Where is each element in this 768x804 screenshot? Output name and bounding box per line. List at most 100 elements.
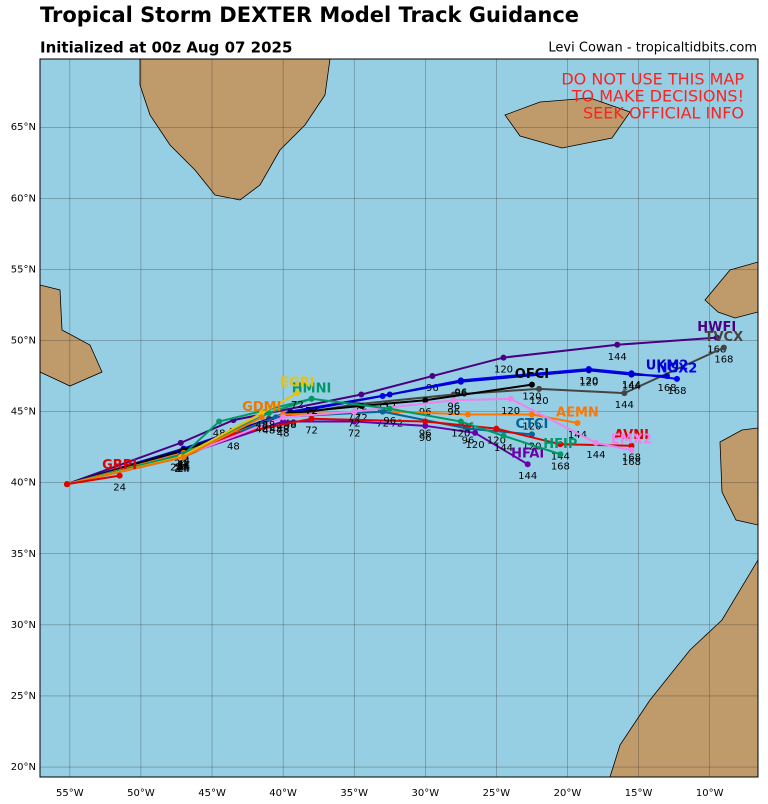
track-point [614, 341, 621, 348]
track-point [116, 472, 123, 479]
x-tick-label: 15°W [625, 788, 653, 799]
track-point [528, 411, 535, 418]
track-point [500, 432, 507, 439]
hour-label: 48 [284, 420, 297, 431]
track-line [66, 474, 120, 486]
track-point [457, 378, 464, 385]
title: Tropical Storm DEXTER Model Track Guidan… [40, 3, 579, 27]
track-point [422, 418, 429, 425]
model-label: HFIP [543, 437, 577, 452]
track-point [621, 390, 628, 397]
track-point [429, 373, 436, 380]
track-point [628, 446, 635, 453]
track-point [280, 414, 287, 421]
hour-label: 24 [174, 463, 187, 474]
hour-label: 120 [466, 440, 485, 451]
hour-label: 24 [177, 461, 190, 472]
y-tick-label: 20°N [11, 762, 36, 773]
track-point [720, 344, 727, 351]
x-tick-label: 30°W [411, 788, 439, 799]
hour-label: 24 [177, 463, 190, 474]
hour-label: 48 [277, 421, 290, 432]
hour-label: 168 [622, 453, 641, 464]
hour-label: 48 [277, 424, 290, 435]
track-point [280, 418, 287, 425]
x-tick-label: 10°W [696, 788, 724, 799]
hour-label: 72 [305, 426, 318, 437]
track-point [664, 373, 671, 380]
y-tick-label: 55°N [11, 264, 36, 275]
credit: Levi Cowan - tropicaltidbits.com [548, 41, 757, 56]
hour-label: 168 [657, 383, 676, 394]
hour-label: 120 [451, 429, 470, 440]
hour-label: 144 [622, 382, 641, 393]
model-label: OFCI [515, 367, 549, 382]
model-label: HFAI [511, 447, 544, 462]
track-point [464, 425, 471, 432]
y-tick-label: 35°N [11, 549, 36, 560]
hour-label: 168 [551, 461, 570, 472]
hour-label: 144 [615, 400, 634, 411]
x-tick-label: 45°W [198, 788, 226, 799]
hour-label: 120 [522, 392, 541, 403]
hour-label: 96 [454, 387, 467, 398]
hour-label: 96 [419, 429, 432, 440]
hour-label: 24 [113, 483, 126, 494]
track-line [66, 397, 561, 486]
track-point [464, 411, 471, 418]
track-point [585, 367, 592, 374]
y-tick-label: 65°N [11, 122, 36, 133]
track-point [265, 410, 272, 417]
track-point [628, 371, 635, 378]
x-tick-label: 55°W [56, 788, 84, 799]
track-point [64, 481, 71, 488]
track-point [294, 390, 301, 397]
hour-label: 24 [177, 457, 190, 468]
y-tick-label: 45°N [11, 407, 36, 418]
hour-label: 96 [426, 383, 439, 394]
subtitle: Initialized at 00z Aug 07 2025 [40, 39, 292, 57]
hour-label: 24 [177, 461, 190, 472]
warning-line: TO MAKE DECISIONS! [571, 87, 744, 106]
hour-label: 144 [622, 380, 641, 391]
hour-label: 72 [348, 411, 361, 422]
model-label: AVNI [614, 428, 649, 443]
track-line [66, 369, 668, 486]
hour-label: 48 [263, 420, 276, 431]
x-tick-label: 20°W [554, 788, 582, 799]
track-point [557, 451, 564, 458]
hour-label: 120 [529, 396, 548, 407]
hour-label: 72 [291, 400, 304, 411]
frame [39, 58, 759, 778]
track-point [177, 439, 184, 446]
hour-label: 120 [487, 436, 506, 447]
hour-label: 24 [170, 463, 183, 474]
track-point [308, 395, 315, 402]
hour-label: 120 [579, 376, 598, 387]
warning-line: SEEK OFFICIAL INFO [583, 104, 744, 123]
model-label: HWFI [697, 320, 736, 335]
hour-label: 48 [263, 426, 276, 437]
hour-label: 24 [177, 464, 190, 475]
hour-label: 144 [586, 450, 605, 461]
track-point [524, 461, 531, 468]
y-tick-label: 40°N [11, 478, 36, 489]
hour-label: 48 [255, 420, 268, 431]
track-point [258, 414, 265, 421]
hour-label: 120 [494, 365, 513, 376]
track-line [66, 383, 533, 486]
x-tick-label: 40°W [269, 788, 297, 799]
track-point [574, 419, 581, 426]
model-label: NGX2 [657, 361, 698, 376]
track-line [66, 397, 312, 486]
track-point [379, 408, 386, 415]
y-tick-label: 60°N [11, 193, 36, 204]
hour-label: 24 [177, 460, 190, 471]
model-label: EGRI [280, 376, 314, 391]
track-point [351, 408, 358, 415]
model-label: TVCX [705, 330, 744, 345]
track-point [528, 431, 535, 438]
track-point [386, 391, 393, 398]
hour-label: 24 [174, 464, 187, 475]
hour-label: 24 [177, 456, 190, 467]
